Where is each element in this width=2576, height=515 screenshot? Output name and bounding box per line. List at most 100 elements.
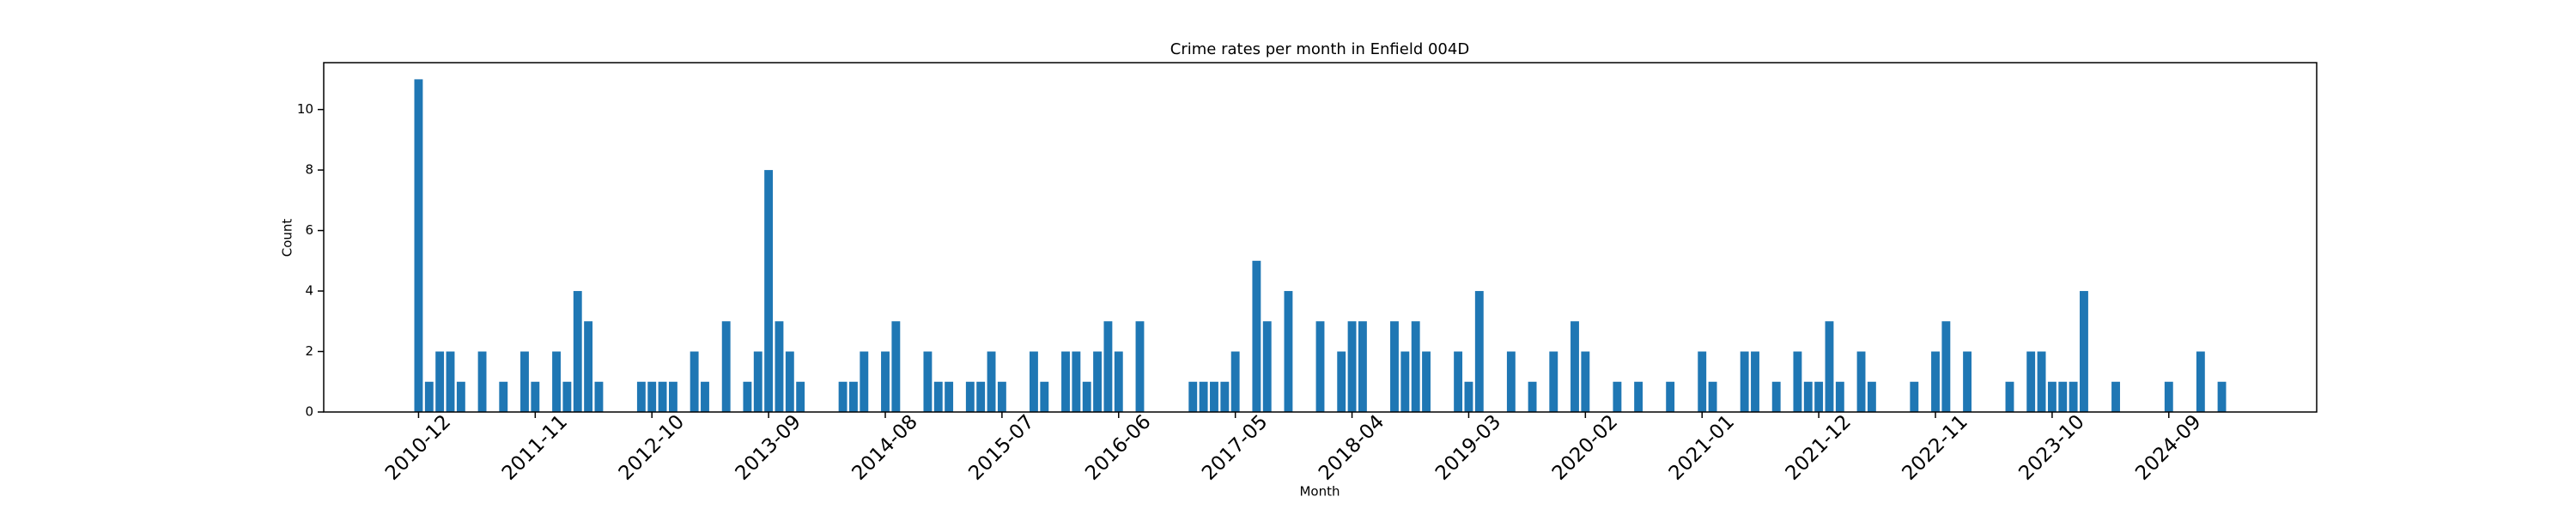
bar — [1474, 291, 1484, 412]
bar — [1751, 351, 1759, 412]
bar — [668, 381, 677, 412]
bar — [764, 170, 774, 412]
x-tick-label: 2017-05 — [1198, 410, 1272, 484]
bar — [1082, 381, 1091, 412]
bar — [1103, 321, 1113, 412]
y-axis-label: Count — [280, 219, 295, 258]
bar — [2196, 351, 2205, 412]
bar — [1093, 351, 1103, 412]
bar — [1315, 321, 1325, 412]
bar — [1284, 291, 1293, 412]
bar — [573, 291, 582, 412]
bar — [1230, 351, 1240, 412]
bar — [838, 381, 848, 412]
bar — [1454, 351, 1463, 412]
y-tick-label: 0 — [305, 404, 313, 420]
bar — [1358, 321, 1367, 412]
bar — [424, 381, 434, 412]
x-axis-label: Month — [1299, 484, 1340, 500]
bar — [1835, 381, 1844, 412]
bar — [701, 381, 709, 412]
x-tick-label: 2013-09 — [732, 410, 805, 484]
bar — [1856, 351, 1866, 412]
bar — [796, 381, 805, 412]
bar — [1910, 381, 1919, 412]
bar — [477, 351, 487, 412]
y-tick-label: 6 — [305, 222, 313, 238]
y-tick-label: 8 — [305, 162, 313, 178]
bar — [2217, 381, 2227, 412]
bar — [1061, 351, 1070, 412]
bar — [1793, 351, 1802, 412]
bar — [1528, 381, 1537, 412]
bar — [933, 381, 943, 412]
bar — [531, 381, 540, 412]
bar — [945, 381, 954, 412]
bar — [499, 381, 508, 412]
bar — [1040, 381, 1049, 412]
x-tick-label: 2023-10 — [2014, 410, 2088, 484]
bar — [1220, 381, 1230, 412]
bar — [1464, 381, 1473, 412]
bar — [562, 381, 572, 412]
bar — [2080, 291, 2088, 412]
bar — [636, 381, 646, 412]
bar — [456, 381, 465, 412]
bar — [1581, 351, 1590, 412]
x-tick-label: 2020-02 — [1548, 410, 1622, 484]
bar — [860, 351, 869, 412]
bar — [552, 351, 561, 412]
bar — [1114, 351, 1123, 412]
bar — [1708, 381, 1717, 412]
bar — [1210, 381, 1218, 412]
bar — [891, 321, 901, 412]
bar — [1771, 381, 1781, 412]
bar — [753, 351, 762, 412]
bar — [976, 381, 986, 412]
bar — [1825, 321, 1834, 412]
bar — [997, 381, 1006, 412]
x-tick-label: 2015-07 — [964, 410, 1038, 484]
bar — [1613, 381, 1622, 412]
chart-title: Crime rates per month in Enfield 004D — [1170, 40, 1469, 58]
bar — [881, 351, 890, 412]
bar — [1199, 381, 1208, 412]
bar — [2069, 381, 2078, 412]
bar — [1698, 351, 1707, 412]
bar — [1030, 351, 1038, 412]
bar — [1252, 260, 1261, 412]
bar — [1337, 351, 1346, 412]
y-tick-label: 10 — [297, 101, 313, 117]
bar — [1803, 381, 1813, 412]
bar — [1963, 351, 1972, 412]
bar — [1390, 321, 1399, 412]
bar — [435, 351, 445, 412]
bar — [1422, 351, 1431, 412]
bar — [1571, 321, 1579, 412]
bar — [1740, 351, 1749, 412]
bar — [1400, 351, 1410, 412]
bar — [848, 381, 858, 412]
x-tick-label: 2019-03 — [1431, 410, 1505, 484]
bar — [1814, 381, 1824, 412]
x-tick-label: 2016-06 — [1081, 410, 1155, 484]
bar — [1666, 381, 1675, 412]
bar — [2111, 381, 2120, 412]
x-tick-label: 2010-12 — [381, 410, 455, 484]
bar — [584, 321, 593, 412]
y-tick-label: 2 — [305, 343, 313, 359]
bar — [1135, 321, 1145, 412]
bar — [987, 351, 996, 412]
x-tick-label: 2011-11 — [498, 410, 572, 484]
bar — [2047, 381, 2057, 412]
bar — [775, 321, 784, 412]
bar — [1941, 321, 1951, 412]
bar — [1411, 321, 1420, 412]
bar — [1506, 351, 1516, 412]
bar — [1188, 381, 1198, 412]
bar — [721, 321, 731, 412]
bar — [1634, 381, 1643, 412]
bar — [965, 381, 975, 412]
